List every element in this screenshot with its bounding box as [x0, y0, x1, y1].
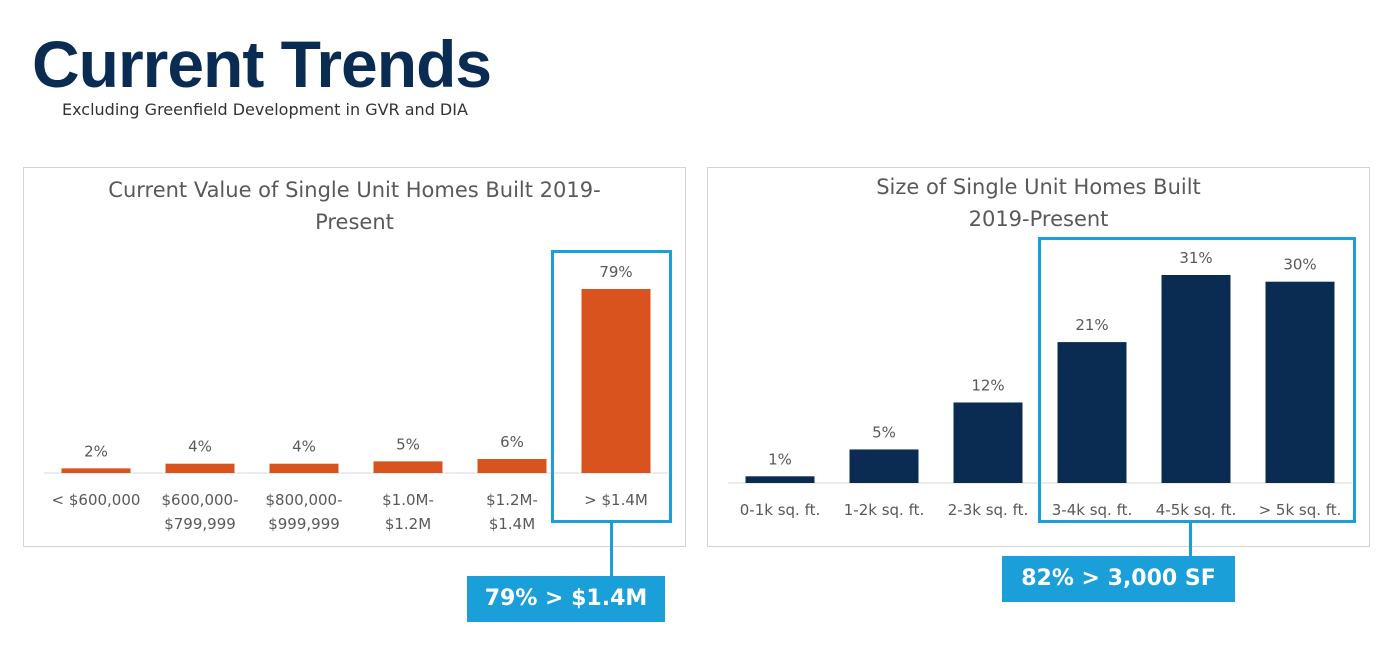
value-chart-bar	[581, 289, 651, 473]
size-chart-bar	[1161, 275, 1231, 483]
value-chart: 2% < $600,000 4% $600,000- $799,999 4% $800,00…	[44, 263, 668, 533]
value-chart-tick-label: $1.2M	[385, 515, 431, 533]
value-chart-tick-label: $1.0M-	[382, 491, 434, 509]
page-subtitle: Excluding Greenfield Development in GVR …	[62, 100, 468, 119]
size-chart-data-label: 31%	[1179, 249, 1212, 267]
size-chart-tick-label: 4-5k sq. ft.	[1156, 501, 1237, 519]
value-chart-tick-label: $799,999	[164, 515, 236, 533]
size-callout: 82% > 3,000 SF	[1002, 556, 1235, 602]
value-chart-bar	[477, 459, 547, 473]
size-chart-bar	[1265, 281, 1335, 483]
size-chart-tick-label: 0-1k sq. ft.	[740, 501, 821, 519]
value-chart-panel: Current Value of Single Unit Homes Built…	[23, 167, 686, 547]
size-chart-tick-label: 2-3k sq. ft.	[948, 501, 1029, 519]
value-callout-connector	[610, 522, 613, 578]
size-chart-title: Size of Single Unit Homes Built 2019-Pre…	[708, 171, 1369, 235]
value-chart-data-label: 6%	[500, 433, 524, 451]
value-chart-bar	[165, 463, 235, 473]
value-chart-tick-label: $1.4M	[489, 515, 535, 533]
value-chart-tick-label: $1.2M-	[486, 491, 538, 509]
page-title: Current Trends	[32, 27, 492, 101]
value-chart-title-line-1: Current Value of Single Unit Homes Built…	[108, 178, 601, 202]
value-highlight-box	[551, 250, 672, 523]
value-chart-tick-label: > $1.4M	[584, 491, 648, 509]
value-chart-data-label: 4%	[188, 438, 212, 456]
size-highlight-box	[1038, 237, 1356, 523]
value-chart-tick-label: < $600,000	[52, 491, 141, 509]
value-chart-bar	[61, 468, 131, 473]
size-chart-tick-label: 1-2k sq. ft.	[844, 501, 925, 519]
value-chart-data-label: 79%	[599, 263, 632, 281]
value-chart-title-line-2: Present	[315, 210, 394, 234]
size-chart-bar	[849, 449, 919, 483]
size-chart-title-line-1: Size of Single Unit Homes Built	[876, 175, 1201, 199]
size-callout-connector	[1189, 522, 1192, 558]
size-chart-data-label: 1%	[768, 450, 792, 468]
size-chart-data-label: 5%	[872, 423, 896, 441]
value-chart-data-label: 4%	[292, 438, 316, 456]
size-chart-data-label: 21%	[1075, 316, 1108, 334]
size-chart-bar	[1057, 342, 1127, 483]
value-chart-tick-label: $999,999	[268, 515, 340, 533]
size-chart-title-line-2: 2019-Present	[968, 207, 1109, 231]
size-chart-data-label: 30%	[1283, 256, 1316, 274]
size-chart-tick-label: 3-4k sq. ft.	[1052, 501, 1133, 519]
value-chart-bar	[269, 463, 339, 473]
value-chart-tick-label: $600,000-	[162, 491, 239, 509]
size-chart: 1% 0-1k sq. ft. 5% 1-2k sq. ft. 12% 2-3k sq. …	[728, 249, 1352, 519]
size-chart-bar	[745, 476, 815, 483]
value-chart-tick-label: $800,000-	[266, 491, 343, 509]
size-chart-tick-label: > 5k sq. ft.	[1259, 501, 1342, 519]
value-callout: 79% > $1.4M	[467, 576, 665, 622]
size-chart-data-label: 12%	[971, 376, 1004, 394]
value-chart-bar	[373, 461, 443, 473]
value-chart-data-label: 2%	[84, 442, 108, 460]
value-chart-title: Current Value of Single Unit Homes Built…	[24, 174, 685, 238]
size-chart-bar	[953, 402, 1023, 483]
value-chart-data-label: 5%	[396, 435, 420, 453]
